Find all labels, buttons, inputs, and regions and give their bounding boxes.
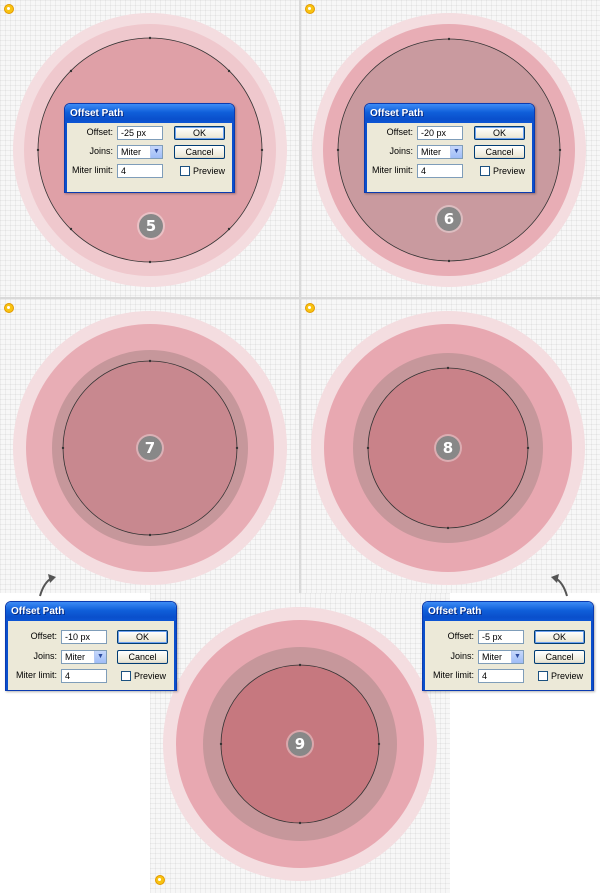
joins-select[interactable]: Miter ▼: [117, 145, 163, 159]
offset-path-dialog: Offset Path Offset: -10 px Joins: Miter …: [5, 601, 177, 691]
curved-arrow-icon: [551, 574, 568, 597]
preview-checkbox[interactable]: [180, 166, 190, 176]
canvas-panel-5: 5 Offset Path Offset: -25 px Joins: Mite…: [0, 0, 299, 297]
dialog-title: Offset Path: [365, 104, 534, 123]
offset-label: Offset:: [386, 127, 413, 137]
ok-button[interactable]: OK: [534, 630, 585, 644]
canvas-panel-7: 7: [0, 299, 299, 593]
step-marker-icon: [305, 303, 315, 313]
joins-label: Joins:: [450, 651, 474, 661]
chevron-down-icon[interactable]: ▼: [511, 651, 523, 663]
chevron-down-icon[interactable]: ▼: [450, 146, 462, 158]
joins-select[interactable]: Miter ▼: [417, 145, 463, 159]
dialog-body: Offset: -5 px Joins: Miter ▼ Miter limit…: [423, 621, 593, 690]
joins-label: Joins:: [89, 146, 113, 156]
dialog-title: Offset Path: [6, 602, 176, 621]
offset-path-dialog: Offset Path Offset: -25 px Joins: Miter …: [64, 103, 235, 193]
step-marker-icon: [305, 4, 315, 14]
joins-value: Miter: [421, 147, 441, 157]
step-badge: 9: [288, 732, 312, 756]
preview-label: Preview: [551, 671, 584, 681]
offset-input[interactable]: -25 px: [117, 126, 163, 140]
preview-checkbox[interactable]: [538, 671, 548, 681]
preview-label: Preview: [493, 166, 526, 176]
miter-limit-input[interactable]: 4: [61, 669, 107, 683]
joins-label: Joins:: [389, 146, 413, 156]
ok-button[interactable]: OK: [117, 630, 168, 644]
panel-divider: [299, 299, 301, 593]
offset-input[interactable]: -5 px: [478, 630, 524, 644]
preview-label: Preview: [193, 166, 226, 176]
cancel-button[interactable]: Cancel: [117, 650, 168, 664]
offset-path-dialog: Offset Path Offset: -20 px Joins: Miter …: [364, 103, 535, 193]
canvas-panel-8: 8: [301, 299, 600, 593]
joins-select[interactable]: Miter ▼: [478, 650, 524, 664]
panel-divider: [299, 0, 301, 297]
preview-checkbox[interactable]: [121, 671, 131, 681]
joins-select[interactable]: Miter ▼: [61, 650, 107, 664]
cancel-button[interactable]: Cancel: [174, 145, 225, 159]
joins-label: Joins:: [33, 651, 57, 661]
cancel-button[interactable]: Cancel: [474, 145, 525, 159]
offset-label: Offset:: [30, 631, 57, 641]
ok-button[interactable]: OK: [174, 126, 225, 140]
step-marker-icon: [155, 875, 165, 885]
chevron-down-icon[interactable]: ▼: [150, 146, 162, 158]
step-badge: 6: [437, 207, 461, 231]
step-marker-icon: [4, 303, 14, 313]
preview-label: Preview: [134, 671, 167, 681]
dialog-title: Offset Path: [65, 104, 234, 123]
offset-label: Offset:: [447, 631, 474, 641]
cancel-button[interactable]: Cancel: [534, 650, 585, 664]
miter-limit-input[interactable]: 4: [117, 164, 163, 178]
joins-value: Miter: [121, 147, 141, 157]
curved-arrow-icon: [39, 574, 56, 597]
chevron-down-icon[interactable]: ▼: [94, 651, 106, 663]
dialog-body: Offset: -20 px Joins: Miter ▼ Miter limi…: [365, 123, 534, 192]
miter-limit-label: Miter limit:: [16, 670, 57, 680]
miter-limit-input[interactable]: 4: [478, 669, 524, 683]
offset-path-dialog: Offset Path Offset: -5 px Joins: Miter ▼…: [422, 601, 594, 691]
dialog-body: Offset: -10 px Joins: Miter ▼ Miter limi…: [6, 621, 176, 690]
canvas-panel-9: 9: [150, 593, 450, 893]
ok-button[interactable]: OK: [474, 126, 525, 140]
offset-input[interactable]: -20 px: [417, 126, 463, 140]
miter-limit-input[interactable]: 4: [417, 164, 463, 178]
dialog-body: Offset: -25 px Joins: Miter ▼ Miter limi…: [65, 123, 234, 192]
miter-limit-label: Miter limit:: [433, 670, 474, 680]
canvas-panel-6: 6 Offset Path Offset: -20 px Joins: Mite…: [301, 0, 600, 297]
offset-label: Offset:: [86, 127, 113, 137]
preview-checkbox[interactable]: [480, 166, 490, 176]
joins-value: Miter: [65, 652, 85, 662]
step-marker-icon: [4, 4, 14, 14]
miter-limit-label: Miter limit:: [372, 165, 413, 175]
joins-value: Miter: [482, 652, 502, 662]
miter-limit-label: Miter limit:: [72, 165, 113, 175]
panel-divider: [0, 297, 600, 299]
step-badge: 8: [436, 436, 460, 460]
dialog-title: Offset Path: [423, 602, 593, 621]
step-badge: 7: [138, 436, 162, 460]
step-badge: 5: [139, 214, 163, 238]
offset-input[interactable]: -10 px: [61, 630, 107, 644]
